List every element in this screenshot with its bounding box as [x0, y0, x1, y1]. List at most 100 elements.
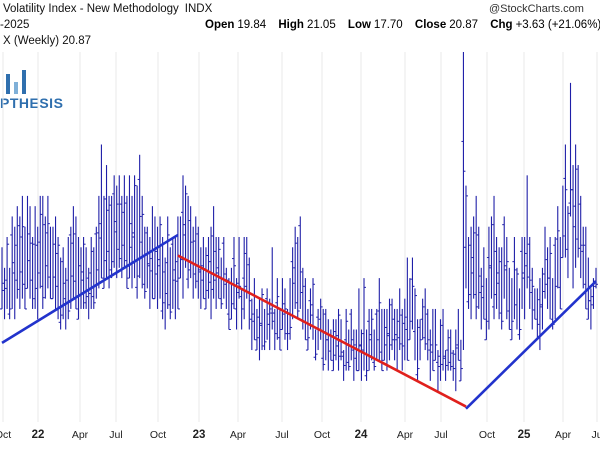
ohlc-bar	[216, 237, 221, 299]
ohlc-bar	[461, 52, 466, 351]
ohlc-bar	[206, 237, 211, 299]
ohlc-bar	[356, 288, 361, 372]
ohlc-bar	[344, 308, 349, 371]
ohlc-bar	[117, 175, 122, 268]
ohlc-bar	[553, 237, 558, 320]
ohlc-bar	[140, 195, 145, 289]
ohlc-bar	[433, 308, 438, 361]
ohlc-bar	[443, 350, 448, 381]
ohlc-bar	[384, 308, 389, 371]
x-tick-label: Jul	[109, 429, 122, 441]
ohlc-bar	[270, 247, 275, 330]
ohlc-bar	[326, 319, 331, 371]
ohlc-bar	[12, 226, 17, 320]
ohlc-bar	[127, 175, 132, 279]
ohlc-bar	[548, 237, 553, 320]
ohlc-bar	[214, 237, 219, 309]
ohlc-bar	[300, 267, 305, 330]
ohlc-bar	[446, 329, 451, 371]
ohlc-bar	[520, 237, 525, 309]
ohlc-bar	[0, 247, 4, 310]
trendline-support-2022	[1, 233, 179, 344]
ohlc-bar	[583, 226, 588, 310]
x-tick-label: 23	[193, 429, 206, 441]
ohlc-bar	[527, 237, 532, 309]
ohlc-bar	[101, 195, 106, 289]
ohlc-bar	[400, 308, 405, 371]
x-tick-label: Oct	[314, 429, 330, 441]
ohlc-bar	[242, 237, 247, 320]
x-tick-label: 24	[355, 429, 368, 441]
ohlc-bar	[568, 82, 573, 217]
date-fragment: -2025	[0, 19, 30, 31]
ohlc-bar	[173, 237, 178, 320]
ohlc-bar	[377, 278, 382, 361]
ohlc-bar	[438, 319, 443, 381]
ohlc-bar	[22, 226, 27, 310]
ohlc-bar	[407, 278, 412, 341]
ohlc-bar	[435, 350, 440, 392]
ohlc-bar	[81, 237, 86, 309]
ohlc-bar	[239, 288, 244, 330]
ohlc-bar	[295, 237, 300, 320]
ohlc-bar	[530, 267, 535, 330]
close-label: Close	[414, 19, 447, 31]
ohlc-bar	[298, 216, 303, 309]
ohlc-bar	[91, 247, 96, 309]
trendlines	[1, 233, 597, 410]
x-tick-label: Jul	[275, 429, 288, 441]
ohlc-bar	[158, 216, 163, 299]
ohlc-bar	[96, 195, 101, 289]
ohlc-bar	[66, 237, 71, 320]
ohlc-bar	[418, 319, 423, 361]
chart-header: Volatility Index - New Methodology INDX -…	[0, 0, 600, 50]
ohlc-bar	[463, 185, 468, 289]
ohlc-bar	[130, 195, 135, 289]
ohlc-bar	[428, 329, 433, 381]
ohlc-bar	[456, 308, 461, 361]
ohlc-bar	[73, 216, 78, 310]
ohlc-bar	[165, 216, 170, 309]
ohlc-bar	[571, 165, 576, 289]
ohlc-bar	[99, 144, 104, 279]
ohlc-bar	[420, 298, 425, 340]
ohlc-bar	[372, 329, 377, 371]
ohlc-bar	[188, 206, 193, 279]
ohlc-bar	[280, 278, 285, 330]
x-tick-label: Oct	[479, 429, 495, 441]
ohlc-bar	[142, 226, 147, 299]
ohlc-bar	[175, 216, 180, 310]
ohlc-bar	[392, 308, 397, 361]
ohlc-bar	[576, 165, 581, 258]
chg-label: Chg	[490, 19, 513, 31]
ohlc-bar	[114, 185, 119, 279]
ohlc-bar	[448, 329, 453, 371]
ohlc-bar	[58, 257, 63, 330]
ohlc-bar	[308, 288, 313, 330]
ohlc-bar	[168, 247, 173, 320]
ohlc-bar	[282, 288, 287, 340]
ohlc-bar	[509, 278, 514, 341]
ohlc-bar	[221, 237, 226, 299]
ohlc-bar	[540, 267, 545, 330]
symbol-exchange: INDX	[184, 3, 213, 15]
ohlc-bar	[351, 329, 356, 381]
ohlc-bar	[486, 226, 491, 330]
ohlc-bar	[379, 308, 384, 372]
ohlc-bar	[265, 288, 270, 340]
ohlc-bar	[423, 288, 428, 351]
ohlc-bar	[359, 329, 364, 381]
ohlc-bar	[178, 216, 183, 279]
ohlc-bar	[196, 226, 201, 299]
ohlc-bar	[198, 247, 203, 309]
ohlc-bar	[293, 226, 298, 309]
ohlc-bar	[441, 308, 446, 371]
ohlc-bar	[466, 237, 471, 309]
low-value: 17.70	[373, 19, 403, 31]
open-label: Open	[205, 19, 235, 31]
chart-grid	[2, 52, 598, 422]
ohlc-bar	[17, 216, 22, 309]
ohlc-bar	[86, 267, 91, 320]
ohlc-bar	[33, 206, 38, 309]
ohlc-bar	[25, 195, 30, 289]
